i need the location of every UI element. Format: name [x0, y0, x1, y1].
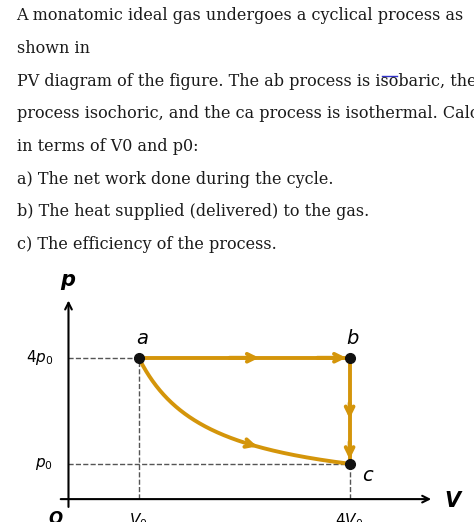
- Text: process isochoric, and the ca process is isothermal. Calculate: process isochoric, and the ca process is…: [17, 105, 474, 122]
- Text: $\boldsymbol{O}$: $\boldsymbol{O}$: [48, 512, 64, 522]
- Text: shown in: shown in: [17, 40, 90, 57]
- Text: $\boldsymbol{p}$: $\boldsymbol{p}$: [60, 272, 77, 292]
- Text: $4V_0$: $4V_0$: [336, 512, 364, 522]
- Text: $\mathit{b}$: $\mathit{b}$: [346, 329, 360, 348]
- Text: $\mathit{a}$: $\mathit{a}$: [136, 330, 149, 348]
- Text: PV diagram of the figure. The ab process is isobaric, the bc: PV diagram of the figure. The ab process…: [17, 73, 474, 90]
- Text: $p_0$: $p_0$: [35, 456, 53, 472]
- Text: A monatomic ideal gas undergoes a cyclical process as: A monatomic ideal gas undergoes a cyclic…: [17, 7, 464, 24]
- Text: $\mathit{c}$: $\mathit{c}$: [362, 467, 375, 484]
- Text: $4p_0$: $4p_0$: [26, 348, 53, 367]
- Text: in terms of V0 and p0:: in terms of V0 and p0:: [17, 138, 198, 155]
- Text: $V_0$: $V_0$: [129, 512, 148, 522]
- Text: $\boldsymbol{V}$: $\boldsymbol{V}$: [445, 491, 464, 511]
- Text: c) The efficiency of the process.: c) The efficiency of the process.: [17, 236, 276, 253]
- Text: a) The net work done during the cycle.: a) The net work done during the cycle.: [17, 171, 333, 188]
- Text: b) The heat supplied (delivered) to the gas.: b) The heat supplied (delivered) to the …: [17, 204, 369, 220]
